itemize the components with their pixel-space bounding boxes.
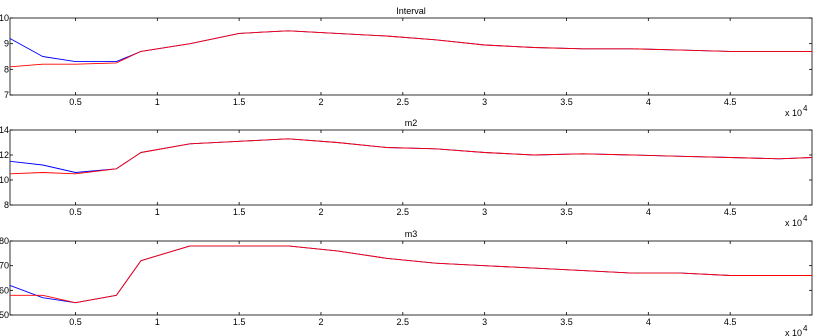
x-tick-label: 3: [482, 97, 487, 107]
x-tick-label: 4: [646, 207, 651, 217]
x-tick-label: 4: [646, 317, 651, 327]
x-tick-label: 1: [155, 97, 160, 107]
y-tick-label: 50: [0, 310, 9, 320]
x-tick-label: 2: [318, 97, 323, 107]
x-tick-label: 4: [646, 97, 651, 107]
x-exponent-label: 4: [803, 214, 808, 223]
y-tick-label: 80: [0, 236, 9, 246]
x-tick-label: 3.5: [560, 97, 573, 107]
series-line-1: [10, 245, 812, 304]
series-line-0: [9, 138, 813, 173]
x-tick-label: 2: [318, 207, 323, 217]
y-tick-label: 8: [4, 200, 9, 210]
x-exponent-label: 4: [803, 104, 808, 113]
x-tick-label: 1.5: [233, 207, 246, 217]
x-tick-label: 0.5: [69, 317, 82, 327]
x-tick-label: 2.5: [397, 97, 410, 107]
x-tick-label: 2: [318, 317, 323, 327]
series-line-1: [9, 138, 813, 175]
x-tick-label: 3.5: [560, 317, 573, 327]
x-tick-label: 1: [155, 317, 160, 327]
x-tick-label: 3.5: [560, 207, 573, 217]
x-exponent-label: 4: [803, 324, 808, 333]
x-tick-label: 3: [482, 207, 487, 217]
x-tick-label: 1.5: [233, 317, 246, 327]
y-tick-label: 7: [4, 90, 9, 100]
panel-title: m2: [405, 118, 418, 128]
y-tick-label: 60: [0, 285, 9, 295]
x-tick-label: 2.5: [397, 207, 410, 217]
axes-box: [9, 240, 813, 316]
x-tick-label: 4.5: [724, 317, 737, 327]
x-tick-label: 2.5: [397, 317, 410, 327]
y-tick-label: 70: [0, 261, 9, 271]
y-tick-label: 9: [4, 39, 9, 49]
x-tick-label: 4.5: [724, 207, 737, 217]
y-tick-label: 10: [0, 13, 9, 23]
x-multiplier-label: x 10: [785, 328, 802, 336]
axes-box: [9, 17, 813, 96]
x-multiplier-label: x 10: [785, 218, 802, 228]
y-tick-label: 14: [0, 125, 9, 135]
x-tick-label: 1.5: [233, 97, 246, 107]
panel-title: Interval: [396, 6, 426, 16]
series-line-0: [9, 30, 812, 63]
x-tick-label: 0.5: [69, 207, 82, 217]
y-tick-label: 12: [0, 150, 9, 160]
x-tick-label: 0.5: [69, 97, 82, 107]
x-tick-label: 3: [482, 317, 487, 327]
x-multiplier-label: x 10: [785, 108, 802, 118]
x-tick-label: 1: [155, 207, 160, 217]
panel-title: m3: [405, 229, 418, 239]
y-tick-label: 8: [4, 64, 9, 74]
series-line-1: [9, 30, 812, 68]
y-tick-label: 10: [0, 175, 9, 185]
series-line-0: [9, 245, 812, 304]
x-tick-label: 4.5: [724, 97, 737, 107]
axes-box: [9, 129, 813, 206]
